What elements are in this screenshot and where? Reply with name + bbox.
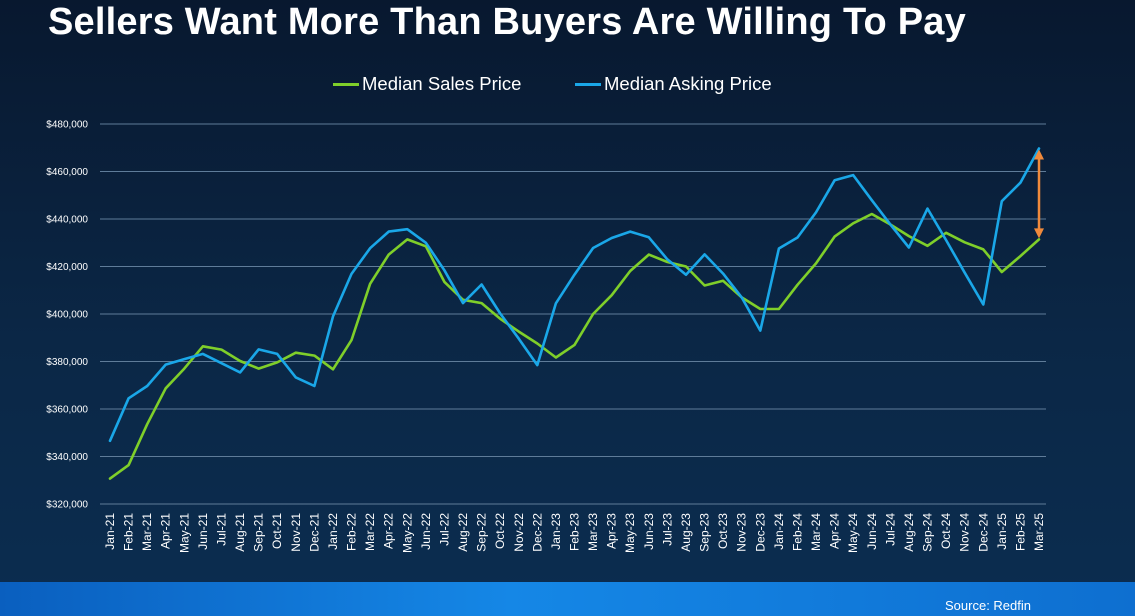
page-title: Sellers Want More Than Buyers Are Willin… (48, 1, 966, 43)
x-tick-label: Aug-24 (902, 513, 916, 552)
x-tick-label: Jul-23 (660, 513, 674, 546)
x-tick-label: May-23 (623, 513, 637, 553)
legend-item-median-sales-price: Median Sales Price (333, 72, 521, 96)
x-tick-label: Mar-21 (140, 513, 154, 551)
x-tick-label: Sep-21 (252, 513, 266, 552)
line-chart: $320,000 $340,000 $360,000 $380,000 $400,000… (46, 120, 1046, 553)
y-tick-label: $400,000 (46, 310, 88, 321)
x-tick-label: Apr-23 (605, 513, 619, 549)
x-tick-label: Nov-21 (289, 513, 303, 552)
x-tick-label: Jan-23 (549, 513, 563, 550)
x-tick-label: Feb-24 (790, 513, 804, 551)
x-tick-label: Dec-23 (753, 513, 767, 552)
y-tick-label: $460,000 (46, 167, 88, 178)
x-tick-label: Apr-24 (828, 513, 842, 549)
x-tick-label: Sep-23 (698, 513, 712, 552)
x-tick-label: Feb-22 (345, 513, 359, 551)
x-tick-label: Feb-23 (568, 513, 582, 551)
chart-legend: Median Sales Price Median Asking Price (0, 72, 1135, 96)
x-tick-label: Jun-21 (196, 513, 210, 550)
x-tick-label: May-21 (177, 513, 191, 553)
legend-swatch-sales (333, 82, 359, 86)
x-tick-label: Oct-23 (716, 513, 730, 549)
x-tick-label: Sep-24 (921, 513, 935, 552)
x-tick-label: Oct-21 (270, 513, 284, 549)
x-tick-label: Dec-21 (307, 513, 321, 552)
x-tick-label: Dec-22 (530, 513, 544, 552)
x-tick-label: Nov-24 (958, 513, 972, 552)
gap-arrow-head-top (1034, 149, 1044, 160)
x-tick-label: Nov-22 (512, 513, 526, 552)
y-tick-label: $420,000 (46, 262, 88, 273)
x-tick-label: Aug-21 (233, 513, 247, 552)
x-tick-label: Jan-25 (995, 513, 1009, 550)
series-line-median-sales-price (108, 212, 1041, 480)
x-tick-label: Sep-22 (475, 513, 489, 552)
x-tick-label: Jul-24 (883, 513, 897, 546)
x-tick-label: Jun-23 (642, 513, 656, 550)
x-tick-label: Mar-23 (586, 513, 600, 551)
x-tick-label: Oct-24 (939, 513, 953, 549)
source-label: Source: Redfin (945, 598, 1031, 613)
x-tick-label: Mar-25 (1032, 513, 1046, 551)
x-tick-label: Jul-22 (437, 513, 451, 546)
series-line-median-asking-price (108, 147, 1041, 443)
x-tick-label: Feb-21 (122, 513, 136, 551)
x-tick-label: Aug-23 (679, 513, 693, 552)
x-tick-label: Apr-21 (159, 513, 173, 549)
x-tick-label: Jun-22 (419, 513, 433, 550)
footer-bar (0, 582, 1135, 616)
x-tick-label: Jan-21 (103, 513, 117, 550)
x-tick-label: Nov-23 (735, 513, 749, 552)
x-tick-label: Feb-25 (1013, 513, 1027, 551)
y-tick-label: $340,000 (46, 452, 88, 463)
legend-label-asking: Median Asking Price (604, 73, 772, 94)
x-tick-label: Jan-24 (772, 513, 786, 550)
legend-swatch-asking (575, 82, 601, 86)
y-tick-label: $480,000 (46, 120, 88, 131)
x-tick-label: Oct-22 (493, 513, 507, 549)
legend-item-median-asking-price: Median Asking Price (575, 72, 772, 96)
x-tick-label: Jan-22 (326, 513, 340, 550)
y-tick-label: $380,000 (46, 357, 88, 368)
y-tick-label: $360,000 (46, 405, 88, 416)
x-tick-label: Jul-21 (214, 513, 228, 546)
y-tick-label: $320,000 (46, 500, 88, 511)
x-tick-label: Dec-24 (976, 513, 990, 552)
x-tick-label: May-24 (846, 513, 860, 553)
x-tick-label: Mar-22 (363, 513, 377, 551)
x-tick-label: Jun-24 (865, 513, 879, 550)
x-tick-label: May-22 (400, 513, 414, 553)
x-tick-label: Mar-24 (809, 513, 823, 551)
y-tick-label: $440,000 (46, 215, 88, 226)
gap-arrow-head-bottom (1034, 228, 1044, 239)
x-tick-label: Apr-22 (382, 513, 396, 549)
legend-label-sales: Median Sales Price (362, 73, 522, 94)
x-tick-label: Aug-22 (456, 513, 470, 552)
